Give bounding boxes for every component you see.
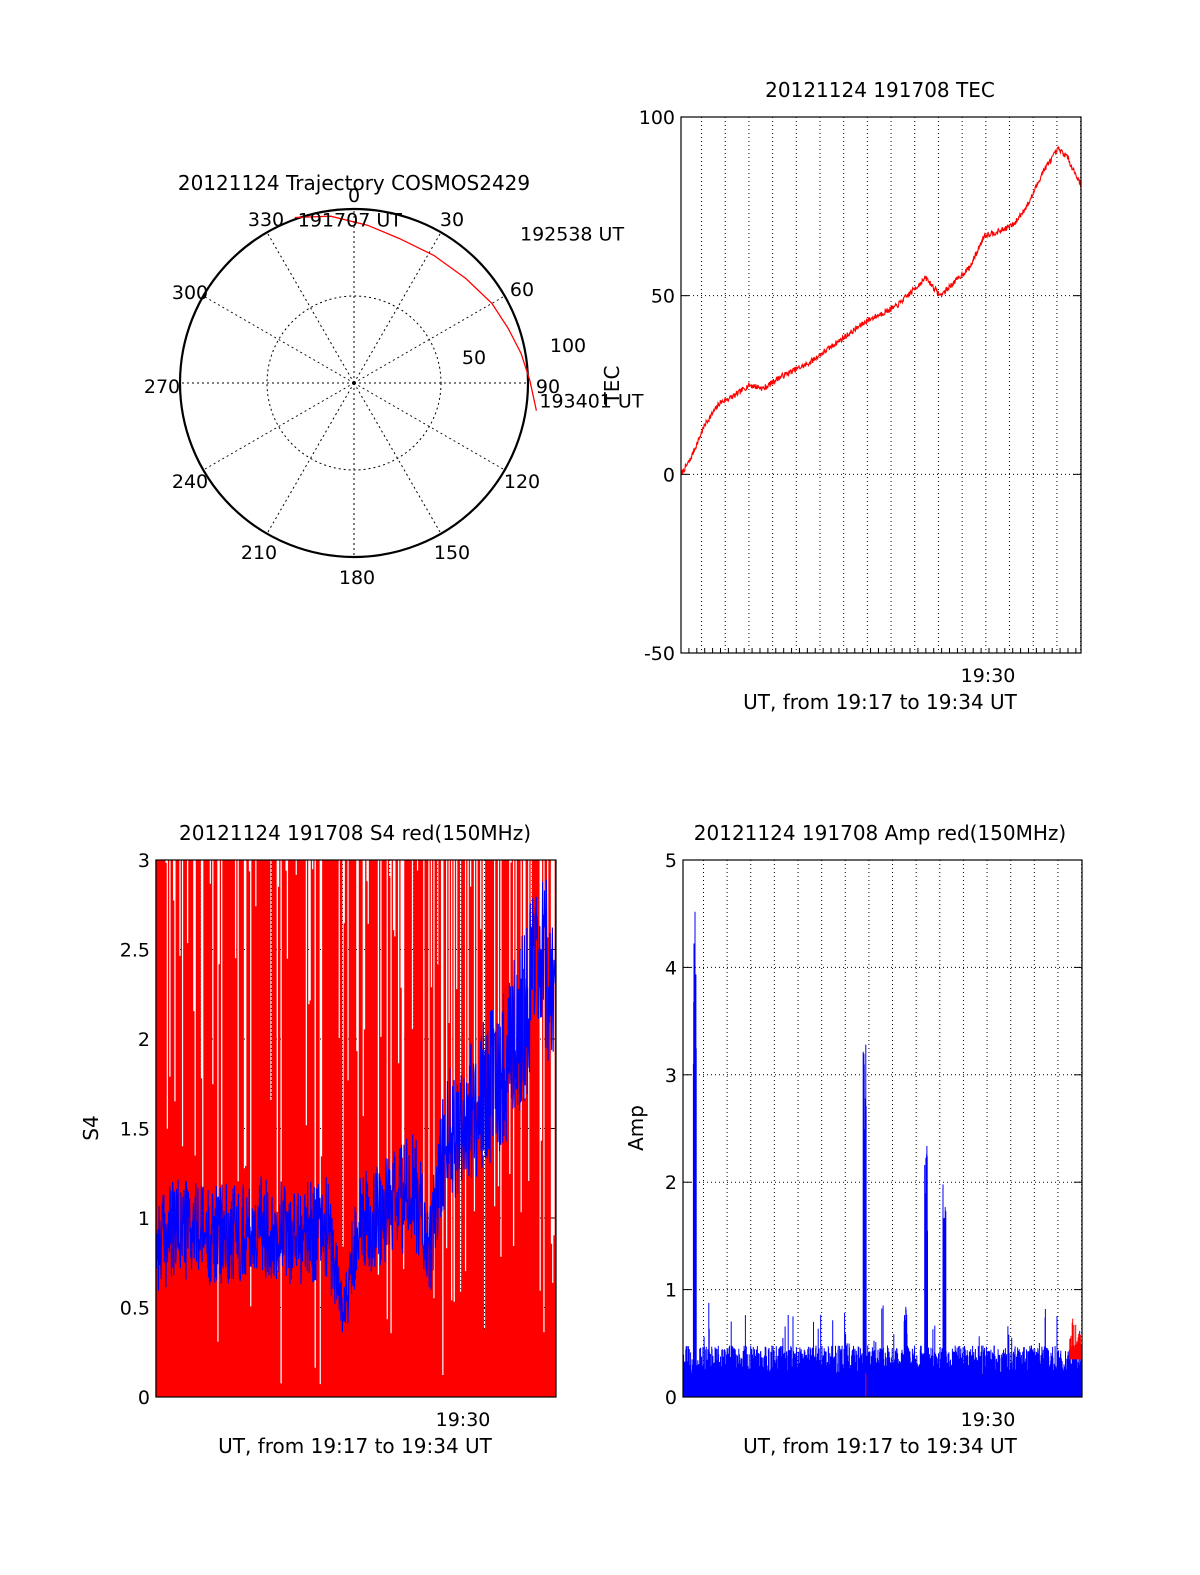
polar-radial-label-100: 100 bbox=[550, 335, 586, 357]
trajectory-annotation-label: 191707 UT bbox=[298, 210, 402, 232]
tec-x-tick-1930: 19:30 bbox=[961, 665, 1016, 687]
tec-xlabel: UT, from 19:17 to 19:34 UT bbox=[743, 690, 1018, 714]
trajectory-ylabel: TEC bbox=[600, 366, 624, 406]
polar-angle-label-60: 60 bbox=[510, 279, 534, 301]
amp-x-tick-1930: 19:30 bbox=[961, 1409, 1016, 1431]
polar-angle-label-240: 240 bbox=[172, 471, 208, 493]
tec-y-ticks: -50 0 50 100 bbox=[639, 107, 1081, 665]
y-tick-label: -50 bbox=[644, 643, 675, 665]
polar-angle-label-300: 300 bbox=[172, 282, 208, 304]
amp-frame bbox=[682, 859, 1083, 1398]
polar-angle-label-90: 90 bbox=[536, 376, 560, 398]
polar-angle-label-210: 210 bbox=[241, 542, 277, 564]
polar-angle-labels: 0 30 60 90 120 150 180 210 240 270 300 330 bbox=[144, 185, 560, 589]
s4-xlabel: UT, from 19:17 to 19:34 UT bbox=[218, 1434, 493, 1458]
amp-xlabel: UT, from 19:17 to 19:34 UT bbox=[743, 1434, 1018, 1458]
y-tick-label: 1 bbox=[138, 1208, 150, 1230]
tec-frame bbox=[680, 116, 1082, 654]
polar-spoke bbox=[353, 295, 505, 384]
y-tick-label: 1 bbox=[665, 1280, 677, 1302]
polar-spoke bbox=[353, 232, 442, 384]
y-tick-label: 1.5 bbox=[120, 1119, 150, 1141]
s4-frame bbox=[155, 859, 557, 1398]
trajectory-annotations: 191707 UT 192538 UT 193401 UT bbox=[298, 210, 644, 413]
amp-title: 20121124 191708 Amp red(150MHz) bbox=[694, 821, 1066, 845]
trajectory-series-line bbox=[294, 215, 538, 411]
amp-grid bbox=[683, 860, 1083, 1397]
trajectory-title: 20121124 Trajectory COSMOS2429 bbox=[178, 171, 530, 195]
y-tick-label: 4 bbox=[665, 957, 677, 979]
s4-plot: 20121124 191708 S4 red(150MHz) 0 0.5 1 1.5 2… bbox=[79, 821, 557, 1458]
trajectory-polar-plot: 20121124 Trajectory COSMOS2429 0 30 60 90 12… bbox=[144, 171, 644, 589]
trajectory-annotation-label: 193401 UT bbox=[539, 391, 643, 413]
polar-spoke bbox=[203, 295, 355, 384]
s4-red-series bbox=[155, 860, 556, 1397]
amp-blue-series bbox=[682, 911, 1083, 1397]
amp-ylabel: Amp bbox=[624, 1105, 648, 1151]
s4-blue-series bbox=[155, 879, 557, 1333]
amp-y-ticks: 0 1 2 3 4 5 bbox=[665, 850, 1082, 1409]
s4-series bbox=[155, 860, 557, 1397]
y-tick-label: 3 bbox=[665, 1065, 677, 1087]
tec-plot: 20121124 191708 TEC -50 0 50 100 19:30 UT, … bbox=[639, 78, 1082, 714]
y-tick-label: 0.5 bbox=[120, 1298, 150, 1320]
polar-angle-label-0: 0 bbox=[348, 185, 360, 207]
tec-series bbox=[680, 145, 1082, 476]
polar-outer-circle bbox=[178, 207, 530, 559]
polar-spoke bbox=[266, 382, 355, 534]
polar-spokes bbox=[180, 209, 528, 557]
y-tick-label: 2.5 bbox=[120, 940, 150, 962]
amp-series bbox=[682, 911, 1083, 1397]
polar-angle-label-180: 180 bbox=[339, 567, 375, 589]
tec-title: 20121124 191708 TEC bbox=[765, 78, 995, 102]
polar-angle-label-150: 150 bbox=[434, 542, 470, 564]
y-tick-label: 2 bbox=[138, 1029, 150, 1051]
s4-ylabel: S4 bbox=[79, 1115, 103, 1140]
amp-red-series bbox=[865, 1318, 1083, 1397]
y-tick-label: 50 bbox=[651, 286, 675, 308]
polar-radial-label-50: 50 bbox=[462, 347, 486, 369]
y-tick-label: 100 bbox=[639, 107, 675, 129]
polar-spoke bbox=[353, 382, 505, 471]
y-tick-label: 0 bbox=[665, 1387, 677, 1409]
tec-grid bbox=[681, 117, 1082, 653]
y-tick-label: 2 bbox=[665, 1172, 677, 1194]
polar-spoke bbox=[353, 382, 442, 534]
s4-x-tick-1930: 19:30 bbox=[436, 1409, 491, 1431]
y-tick-label: 3 bbox=[138, 850, 150, 872]
amp-plot: 20121124 191708 Amp red(150MHz) 0 1 2 3 4 5 A… bbox=[624, 821, 1083, 1458]
y-tick-label: 5 bbox=[665, 850, 677, 872]
y-tick-label: 0 bbox=[663, 464, 675, 486]
s4-title: 20121124 191708 S4 red(150MHz) bbox=[179, 821, 531, 845]
polar-spoke bbox=[203, 382, 355, 471]
y-tick-label: 0 bbox=[138, 1387, 150, 1409]
polar-angle-label-30: 30 bbox=[440, 209, 464, 231]
polar-angle-label-270: 270 bbox=[144, 376, 180, 398]
polar-angle-label-120: 120 bbox=[504, 471, 540, 493]
tec-series-line bbox=[680, 145, 1082, 476]
trajectory-annotation-label: 192538 UT bbox=[520, 224, 624, 246]
polar-angle-label-330: 330 bbox=[248, 209, 284, 231]
polar-spoke bbox=[266, 232, 355, 384]
